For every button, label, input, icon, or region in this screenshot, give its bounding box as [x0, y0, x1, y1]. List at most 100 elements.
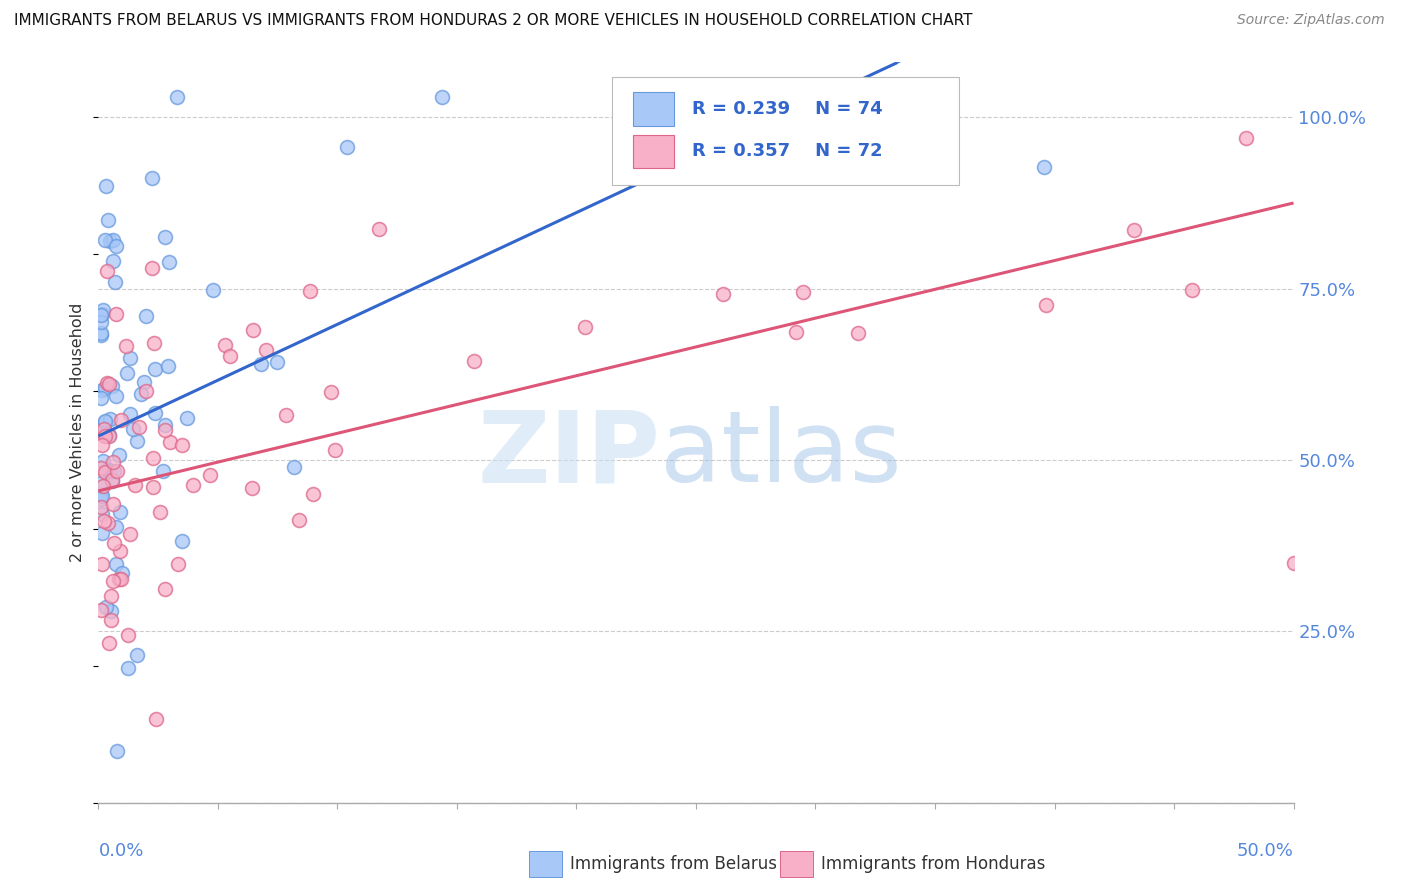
Point — [110, 572, 132, 586]
Text: 0.0%: 0.0% — [98, 842, 143, 860]
Point — [711, 287, 734, 301]
Point — [90, 491, 112, 506]
Point — [785, 326, 807, 340]
Point — [301, 487, 323, 501]
Point — [157, 255, 180, 269]
Point — [93, 514, 115, 528]
Point — [104, 238, 127, 252]
Point — [101, 254, 124, 268]
Point — [200, 468, 222, 483]
Point — [98, 234, 122, 248]
Point — [117, 660, 139, 674]
Point — [155, 424, 177, 438]
Point — [101, 473, 124, 487]
Point — [176, 411, 198, 425]
Point — [155, 230, 177, 244]
Point — [108, 544, 131, 558]
Point — [90, 438, 112, 452]
Point — [143, 406, 166, 420]
Point — [110, 413, 132, 427]
Point — [141, 260, 163, 275]
Point — [298, 285, 321, 299]
Point — [846, 326, 869, 340]
Point — [104, 389, 127, 403]
Point — [266, 355, 288, 369]
Point — [118, 526, 141, 541]
Point — [430, 89, 453, 103]
Point — [91, 383, 114, 397]
Point — [166, 89, 188, 103]
Point — [105, 520, 128, 534]
Point — [128, 420, 150, 434]
Point — [90, 500, 112, 515]
Text: 50.0%: 50.0% — [1237, 842, 1294, 860]
Point — [141, 171, 163, 186]
Point — [792, 285, 814, 299]
Point — [101, 475, 124, 489]
Point — [250, 357, 273, 371]
Point — [94, 600, 117, 615]
Point — [142, 335, 165, 350]
Point — [274, 409, 297, 423]
Point — [170, 438, 193, 452]
Point — [336, 140, 359, 154]
Point — [219, 349, 242, 363]
Point — [94, 381, 117, 395]
Point — [90, 487, 112, 501]
Point — [90, 461, 112, 475]
Point — [91, 489, 114, 503]
Point — [1033, 160, 1056, 174]
Point — [91, 526, 114, 541]
Y-axis label: 2 or more Vehicles in Household: 2 or more Vehicles in Household — [70, 303, 86, 562]
Point — [152, 464, 174, 478]
Point — [90, 327, 112, 342]
Point — [90, 476, 112, 491]
Point — [101, 378, 124, 392]
Point — [463, 354, 485, 368]
Point — [1181, 283, 1204, 297]
Point — [159, 435, 181, 450]
Point — [240, 481, 263, 495]
FancyBboxPatch shape — [779, 851, 813, 877]
Point — [202, 283, 225, 297]
Point — [181, 478, 204, 492]
Point — [100, 603, 122, 617]
Point — [242, 323, 264, 337]
Point — [254, 343, 277, 357]
Point — [1122, 223, 1144, 237]
Point — [134, 376, 156, 390]
Point — [90, 392, 112, 406]
Point — [288, 513, 311, 527]
Text: Immigrants from Honduras: Immigrants from Honduras — [821, 855, 1046, 872]
Point — [91, 303, 114, 318]
Point — [98, 464, 121, 478]
Text: Immigrants from Belarus: Immigrants from Belarus — [571, 855, 778, 872]
Point — [98, 428, 121, 442]
Point — [108, 572, 131, 586]
Point — [90, 307, 112, 321]
Point — [869, 89, 891, 103]
Point — [121, 422, 143, 436]
Text: R = 0.239    N = 74: R = 0.239 N = 74 — [692, 100, 883, 118]
Point — [103, 455, 125, 469]
Point — [124, 478, 146, 492]
FancyBboxPatch shape — [633, 135, 675, 168]
Point — [105, 744, 128, 758]
Point — [103, 497, 125, 511]
Point — [903, 118, 925, 132]
Point — [93, 422, 115, 436]
Point — [103, 464, 125, 478]
Point — [149, 505, 172, 519]
FancyBboxPatch shape — [633, 93, 675, 126]
FancyBboxPatch shape — [613, 78, 959, 185]
Point — [93, 425, 115, 440]
Text: Source: ZipAtlas.com: Source: ZipAtlas.com — [1237, 13, 1385, 28]
Point — [90, 557, 112, 571]
Point — [142, 480, 165, 494]
Point — [319, 385, 342, 400]
Point — [127, 648, 149, 662]
Point — [101, 574, 124, 588]
Point — [111, 566, 134, 580]
FancyBboxPatch shape — [529, 851, 562, 877]
Point — [170, 534, 193, 549]
